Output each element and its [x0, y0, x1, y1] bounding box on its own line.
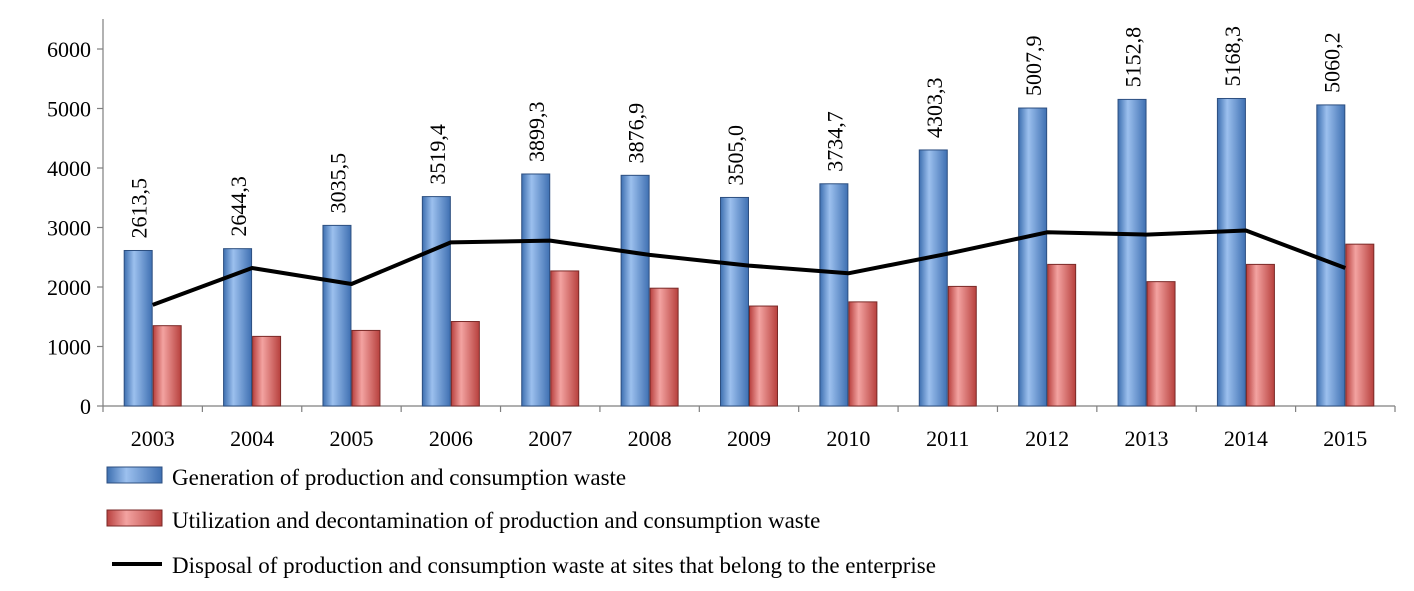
bar-generation	[223, 248, 253, 407]
y-tick-label: 5000	[47, 97, 91, 122]
bars	[123, 97, 1375, 407]
bar-generation	[620, 174, 650, 407]
data-label: 3519,4	[425, 124, 450, 185]
bar-generation	[421, 196, 451, 407]
bar-generation	[521, 173, 551, 407]
legend-swatch-utilization	[106, 509, 163, 527]
x-tick-label: 2011	[926, 426, 969, 451]
data-label: 3734,7	[822, 111, 847, 172]
bar-utilization	[550, 270, 580, 407]
x-tick-label: 2015	[1323, 426, 1367, 451]
y-tick-label: 0	[80, 394, 91, 419]
x-tick-label: 2013	[1125, 426, 1169, 451]
bar-generation	[1316, 104, 1346, 407]
data-label: 4303,3	[922, 77, 947, 138]
bar-generation	[1216, 97, 1246, 407]
y-tick-label: 6000	[47, 37, 91, 62]
y-tick-label: 1000	[47, 335, 91, 360]
bar-generation	[1117, 98, 1147, 407]
axes: 0 1000 2000 3000 4000 5000 6000 2003 2004 2005 200…	[47, 19, 1396, 451]
bar-utilization	[1245, 263, 1275, 407]
bar-utilization	[450, 321, 480, 407]
y-tick-label: 3000	[47, 216, 91, 241]
legend-label: Utilization and decontamination of produ…	[172, 508, 820, 533]
data-label: 3035,5	[325, 153, 350, 214]
data-label: 3899,3	[524, 101, 549, 162]
data-label: 3876,9	[624, 103, 649, 164]
legend-label: Generation of production and consumption…	[172, 465, 626, 490]
data-label: 3505,0	[723, 125, 748, 186]
x-tick-label: 2014	[1224, 426, 1268, 451]
bar-utilization	[1047, 263, 1077, 407]
x-tick-label: 2004	[230, 426, 274, 451]
bar-utilization	[351, 329, 381, 407]
data-label: 5060,2	[1319, 32, 1344, 93]
x-tick-label: 2012	[1025, 426, 1069, 451]
x-tick-label: 2008	[628, 426, 672, 451]
x-tick-label: 2009	[727, 426, 771, 451]
bar-utilization	[848, 301, 878, 407]
data-label: 2613,5	[127, 178, 152, 239]
bar-utilization	[649, 287, 679, 407]
data-label: 5007,9	[1021, 36, 1046, 97]
bar-utilization	[749, 305, 778, 407]
y-tick-label: 4000	[47, 156, 91, 181]
x-tick-label: 2006	[429, 426, 473, 451]
legend-swatch-generation	[106, 466, 163, 484]
data-label: 2644,3	[226, 176, 251, 237]
line-disposal	[152, 228, 1347, 307]
bar-utilization	[152, 325, 182, 407]
bar-generation	[720, 196, 749, 407]
bar-generation	[819, 183, 849, 407]
bar-utilization	[1146, 281, 1176, 407]
data-label: 5168,3	[1220, 26, 1245, 87]
x-tick-label: 2007	[528, 426, 572, 451]
data-labels: 2613,5 2644,3 3035,5 3519,4 3899,3 3876,9 3505…	[127, 26, 1345, 239]
data-label: 5152,8	[1121, 27, 1146, 88]
bar-generation	[123, 249, 153, 407]
bar-generation	[1018, 107, 1048, 407]
bar-generation	[322, 224, 352, 407]
bar-utilization	[252, 335, 282, 407]
bar-utilization	[1345, 243, 1375, 407]
line-series	[152, 228, 1347, 307]
y-tick-label: 2000	[47, 275, 91, 300]
x-tick-label: 2005	[329, 426, 373, 451]
bar-generation	[918, 149, 948, 407]
legend-label: Disposal of production and consumption w…	[172, 553, 936, 578]
bar-utilization	[947, 285, 977, 407]
x-tick-label: 2010	[826, 426, 870, 451]
legend: Generation of production and consumption…	[106, 465, 936, 578]
x-tick-label: 2003	[131, 426, 175, 451]
